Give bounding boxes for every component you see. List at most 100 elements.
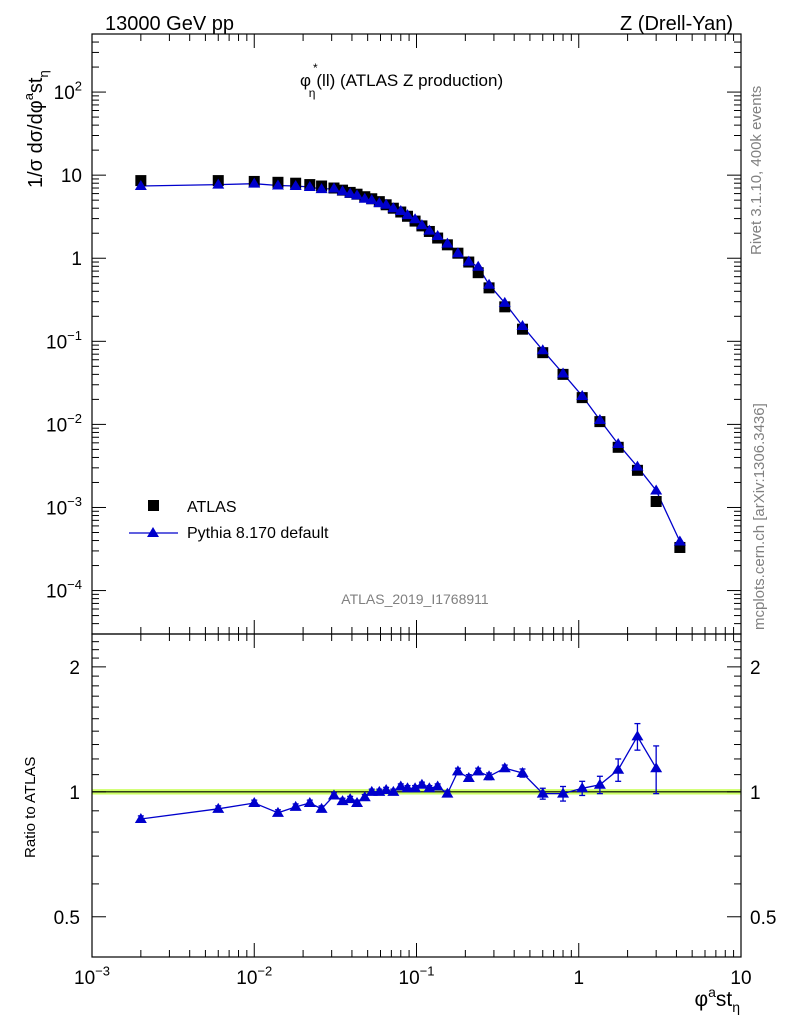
pythia-point [289, 180, 302, 191]
pythia-line [140, 183, 681, 542]
pythia-point [380, 198, 393, 209]
ratio-point [271, 806, 284, 817]
ratio-point [516, 767, 529, 778]
ratio-point [483, 770, 496, 781]
pythia-point [451, 247, 464, 258]
ratio-point [650, 762, 663, 773]
pythia-point [423, 224, 436, 235]
main-y-axis-label: 1/σ dσ/dφastη [21, 70, 51, 188]
x-tick-label: 1 [573, 968, 584, 989]
pythia-point [631, 460, 644, 471]
ratio-y-tick-label-right: 1 [750, 783, 761, 804]
pythia-point [351, 189, 364, 200]
pythia-point [394, 205, 407, 216]
y-tick-label: 10−2 [46, 411, 82, 437]
pythia-point [612, 438, 625, 449]
mcplots-annotation: mcplots.cern.ch [arXiv:1306.3436] [751, 403, 768, 630]
ratio-panel: 10−3 10−2 10−1 1 10 2 2 1 1 0.5 0.5 [54, 633, 776, 989]
y-tick-label: 102 [54, 79, 82, 105]
rivet-annotation: Rivet 3.1.10, 400k events [748, 86, 765, 255]
pythia-point [593, 413, 606, 424]
ratio-point [248, 796, 261, 807]
ratio-y-tick-label: 2 [69, 658, 80, 679]
x-tick-label: 10 [730, 968, 751, 989]
pythia-point [336, 185, 349, 196]
ratio-point [327, 789, 340, 800]
ratio-point [380, 784, 393, 795]
ratio-point [394, 780, 407, 791]
pythia-point [557, 367, 570, 378]
ratio-y-tick-label: 0.5 [54, 908, 80, 929]
pythia-point [483, 278, 496, 289]
main-panel: 102 10 1 10−1 10−2 10−3 10−4 [46, 33, 742, 957]
pythia-point [134, 180, 147, 191]
pythia-point [373, 197, 386, 208]
ratio-point [344, 793, 357, 804]
pythia-point [387, 202, 400, 213]
pythia-point [401, 209, 414, 220]
pythia-point [650, 484, 663, 495]
pythia-point [441, 237, 454, 248]
ratio-point [351, 796, 364, 807]
legend: ATLAS Pythia 8.170 default [129, 499, 329, 542]
ratio-point [409, 782, 422, 793]
main-frame [91, 33, 742, 635]
ratio-point [462, 771, 475, 782]
ratio-point [289, 800, 302, 811]
pythia-point [431, 230, 444, 241]
y-tick-label: 10−4 [46, 577, 82, 603]
x-tick-label: 10−2 [236, 963, 272, 989]
legend-pythia-label: Pythia 8.170 default [187, 525, 329, 542]
ratio-point [431, 780, 444, 791]
ratio-point [557, 787, 570, 798]
ratio-y-tick-label-right: 0.5 [750, 908, 776, 929]
header-right: Z (Drell-Yan) [620, 13, 733, 35]
pythia-point [673, 535, 686, 546]
ratio-y-tick-label-right: 2 [750, 658, 761, 679]
ratio-point [358, 791, 371, 802]
ratio-point [472, 765, 485, 776]
ratio-point [441, 787, 454, 798]
pythia-point [516, 319, 529, 330]
pythia-point [462, 255, 475, 266]
pythia-point [344, 187, 357, 198]
pythia-point [498, 296, 511, 307]
ratio-point [303, 796, 316, 807]
y-tick-label: 10 [61, 166, 82, 187]
atlas-point [650, 496, 662, 508]
x-axis-label: φastη [694, 984, 740, 1015]
ratio-point [612, 763, 625, 774]
ratio-point [631, 730, 644, 741]
y-tick-label: 10−1 [46, 328, 82, 354]
ratio-point [401, 782, 414, 793]
pythia-point [365, 194, 378, 205]
y-tick-label: 10−3 [46, 494, 82, 520]
pythia-point [303, 181, 316, 192]
pythia-point [409, 213, 422, 224]
legend-atlas-label: ATLAS [187, 499, 237, 516]
pythia-point [415, 219, 428, 230]
atlas-point [674, 541, 686, 553]
ratio-point [498, 762, 511, 773]
pythia-point [327, 182, 340, 193]
ratio-y-axis-label: Ratio to ATLAS [22, 757, 39, 858]
legend-pythia-marker [147, 527, 159, 537]
ratio-y-tick-label: 1 [69, 783, 80, 804]
x-tick-label: 10−1 [399, 963, 435, 989]
pythia-point [536, 344, 549, 355]
pythia-point [315, 183, 328, 194]
ratio-point [134, 813, 147, 824]
x-tick-label: 10−3 [74, 963, 110, 989]
header-left: 13000 GeV pp [105, 13, 234, 35]
analysis-tag: ATLAS_2019_I1768911 [341, 591, 489, 607]
pythia-point [212, 178, 225, 189]
ratio-point [576, 782, 589, 793]
ratio-point [365, 785, 378, 796]
ratio-frame [91, 633, 742, 958]
pythia-point [472, 260, 485, 271]
pythia-point [576, 389, 589, 400]
y-tick-label: 1 [71, 249, 82, 270]
main-panel-title: φ* η(ll) (ATLAS Z production) [300, 61, 503, 100]
ratio-point [387, 785, 400, 796]
